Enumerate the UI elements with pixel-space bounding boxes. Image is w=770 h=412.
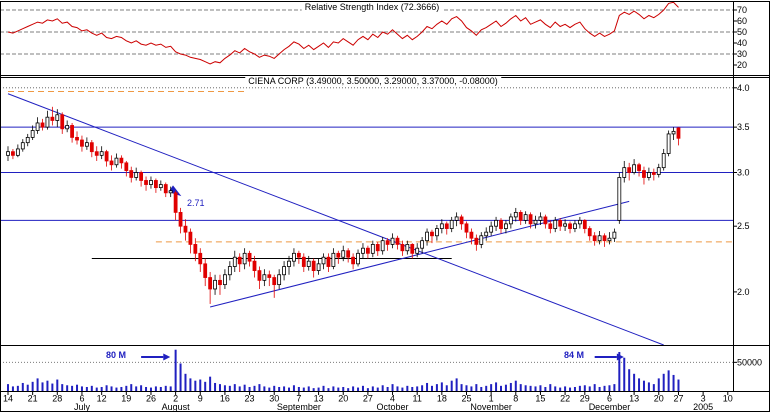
svg-text:September: September bbox=[277, 402, 321, 412]
svg-text:July: July bbox=[74, 402, 91, 412]
price-hlines bbox=[0, 91, 733, 260]
svg-text:9: 9 bbox=[198, 394, 203, 404]
price-axis-labels: 4.0 3.5 3.0 2.5 2.0 bbox=[733, 83, 750, 297]
svg-text:50: 50 bbox=[737, 27, 747, 37]
svg-text:3.5: 3.5 bbox=[737, 122, 750, 132]
svg-text:7: 7 bbox=[296, 394, 301, 404]
svg-text:6: 6 bbox=[79, 394, 84, 404]
svg-text:70: 70 bbox=[737, 5, 747, 15]
svg-text:2: 2 bbox=[173, 394, 178, 404]
rsi-panel-title: Relative Strength Index (72.3666) bbox=[301, 2, 443, 13]
price-level-annotation: 2.71 bbox=[187, 198, 205, 208]
svg-text:60: 60 bbox=[737, 16, 747, 26]
svg-text:10: 10 bbox=[723, 394, 733, 404]
svg-text:18: 18 bbox=[437, 394, 447, 404]
svg-text:4: 4 bbox=[390, 394, 395, 404]
volume-annotation-arrows bbox=[141, 353, 624, 361]
volume-annotation-80m: 80 M bbox=[106, 350, 127, 360]
svg-text:2.5: 2.5 bbox=[737, 221, 750, 231]
candlesticks bbox=[6, 106, 681, 304]
svg-text:23: 23 bbox=[245, 394, 255, 404]
svg-text:14: 14 bbox=[3, 394, 13, 404]
svg-text:27: 27 bbox=[673, 394, 683, 404]
svg-text:15: 15 bbox=[535, 394, 545, 404]
svg-text:19: 19 bbox=[121, 394, 131, 404]
svg-text:30: 30 bbox=[269, 394, 279, 404]
svg-text:November: November bbox=[470, 402, 512, 412]
svg-text:50000: 50000 bbox=[737, 357, 762, 367]
rsi-line bbox=[7, 1, 679, 65]
rsi-gridlines bbox=[0, 9, 733, 55]
volume-axis-labels: 50000 bbox=[733, 357, 762, 367]
svg-text:11: 11 bbox=[413, 394, 422, 404]
x-axis: 14 21 28 6 12 19 26 2 9 16 23 30 7 13 20 27 4 11 18 25 1 8 15 2… bbox=[3, 391, 733, 412]
svg-text:December: December bbox=[589, 402, 631, 412]
svg-text:16: 16 bbox=[220, 394, 230, 404]
svg-text:4.0: 4.0 bbox=[737, 83, 750, 93]
svg-text:2.0: 2.0 bbox=[737, 287, 750, 297]
svg-text:October: October bbox=[377, 402, 409, 412]
svg-text:40: 40 bbox=[737, 38, 747, 48]
volume-annotation-84m: 84 M bbox=[564, 350, 585, 360]
svg-text:25: 25 bbox=[461, 394, 471, 404]
svg-text:27: 27 bbox=[363, 394, 373, 404]
price-trendlines bbox=[7, 93, 664, 346]
svg-text:28: 28 bbox=[52, 394, 62, 404]
svg-text:8: 8 bbox=[513, 394, 518, 404]
svg-text:26: 26 bbox=[146, 394, 156, 404]
volume-bars bbox=[7, 349, 680, 391]
svg-text:20: 20 bbox=[737, 60, 747, 70]
svg-text:13: 13 bbox=[629, 394, 639, 404]
svg-text:12: 12 bbox=[97, 394, 107, 404]
svg-text:6: 6 bbox=[607, 394, 612, 404]
svg-text:21: 21 bbox=[28, 394, 38, 404]
svg-text:20: 20 bbox=[654, 394, 664, 404]
svg-text:30: 30 bbox=[737, 49, 747, 59]
svg-text:22: 22 bbox=[560, 394, 570, 404]
svg-text:3: 3 bbox=[701, 394, 706, 404]
price-arrow-annotation bbox=[168, 185, 182, 197]
svg-text:1: 1 bbox=[489, 394, 494, 404]
price-panel-title: CIENA CORP (3.49000, 3.50000, 3.29000, 3… bbox=[245, 76, 501, 87]
svg-text:20: 20 bbox=[338, 394, 348, 404]
svg-text:2005: 2005 bbox=[693, 402, 713, 412]
svg-text:13: 13 bbox=[314, 394, 324, 404]
svg-text:3.0: 3.0 bbox=[737, 168, 750, 178]
svg-text:August: August bbox=[162, 402, 191, 412]
svg-text:29: 29 bbox=[580, 394, 590, 404]
